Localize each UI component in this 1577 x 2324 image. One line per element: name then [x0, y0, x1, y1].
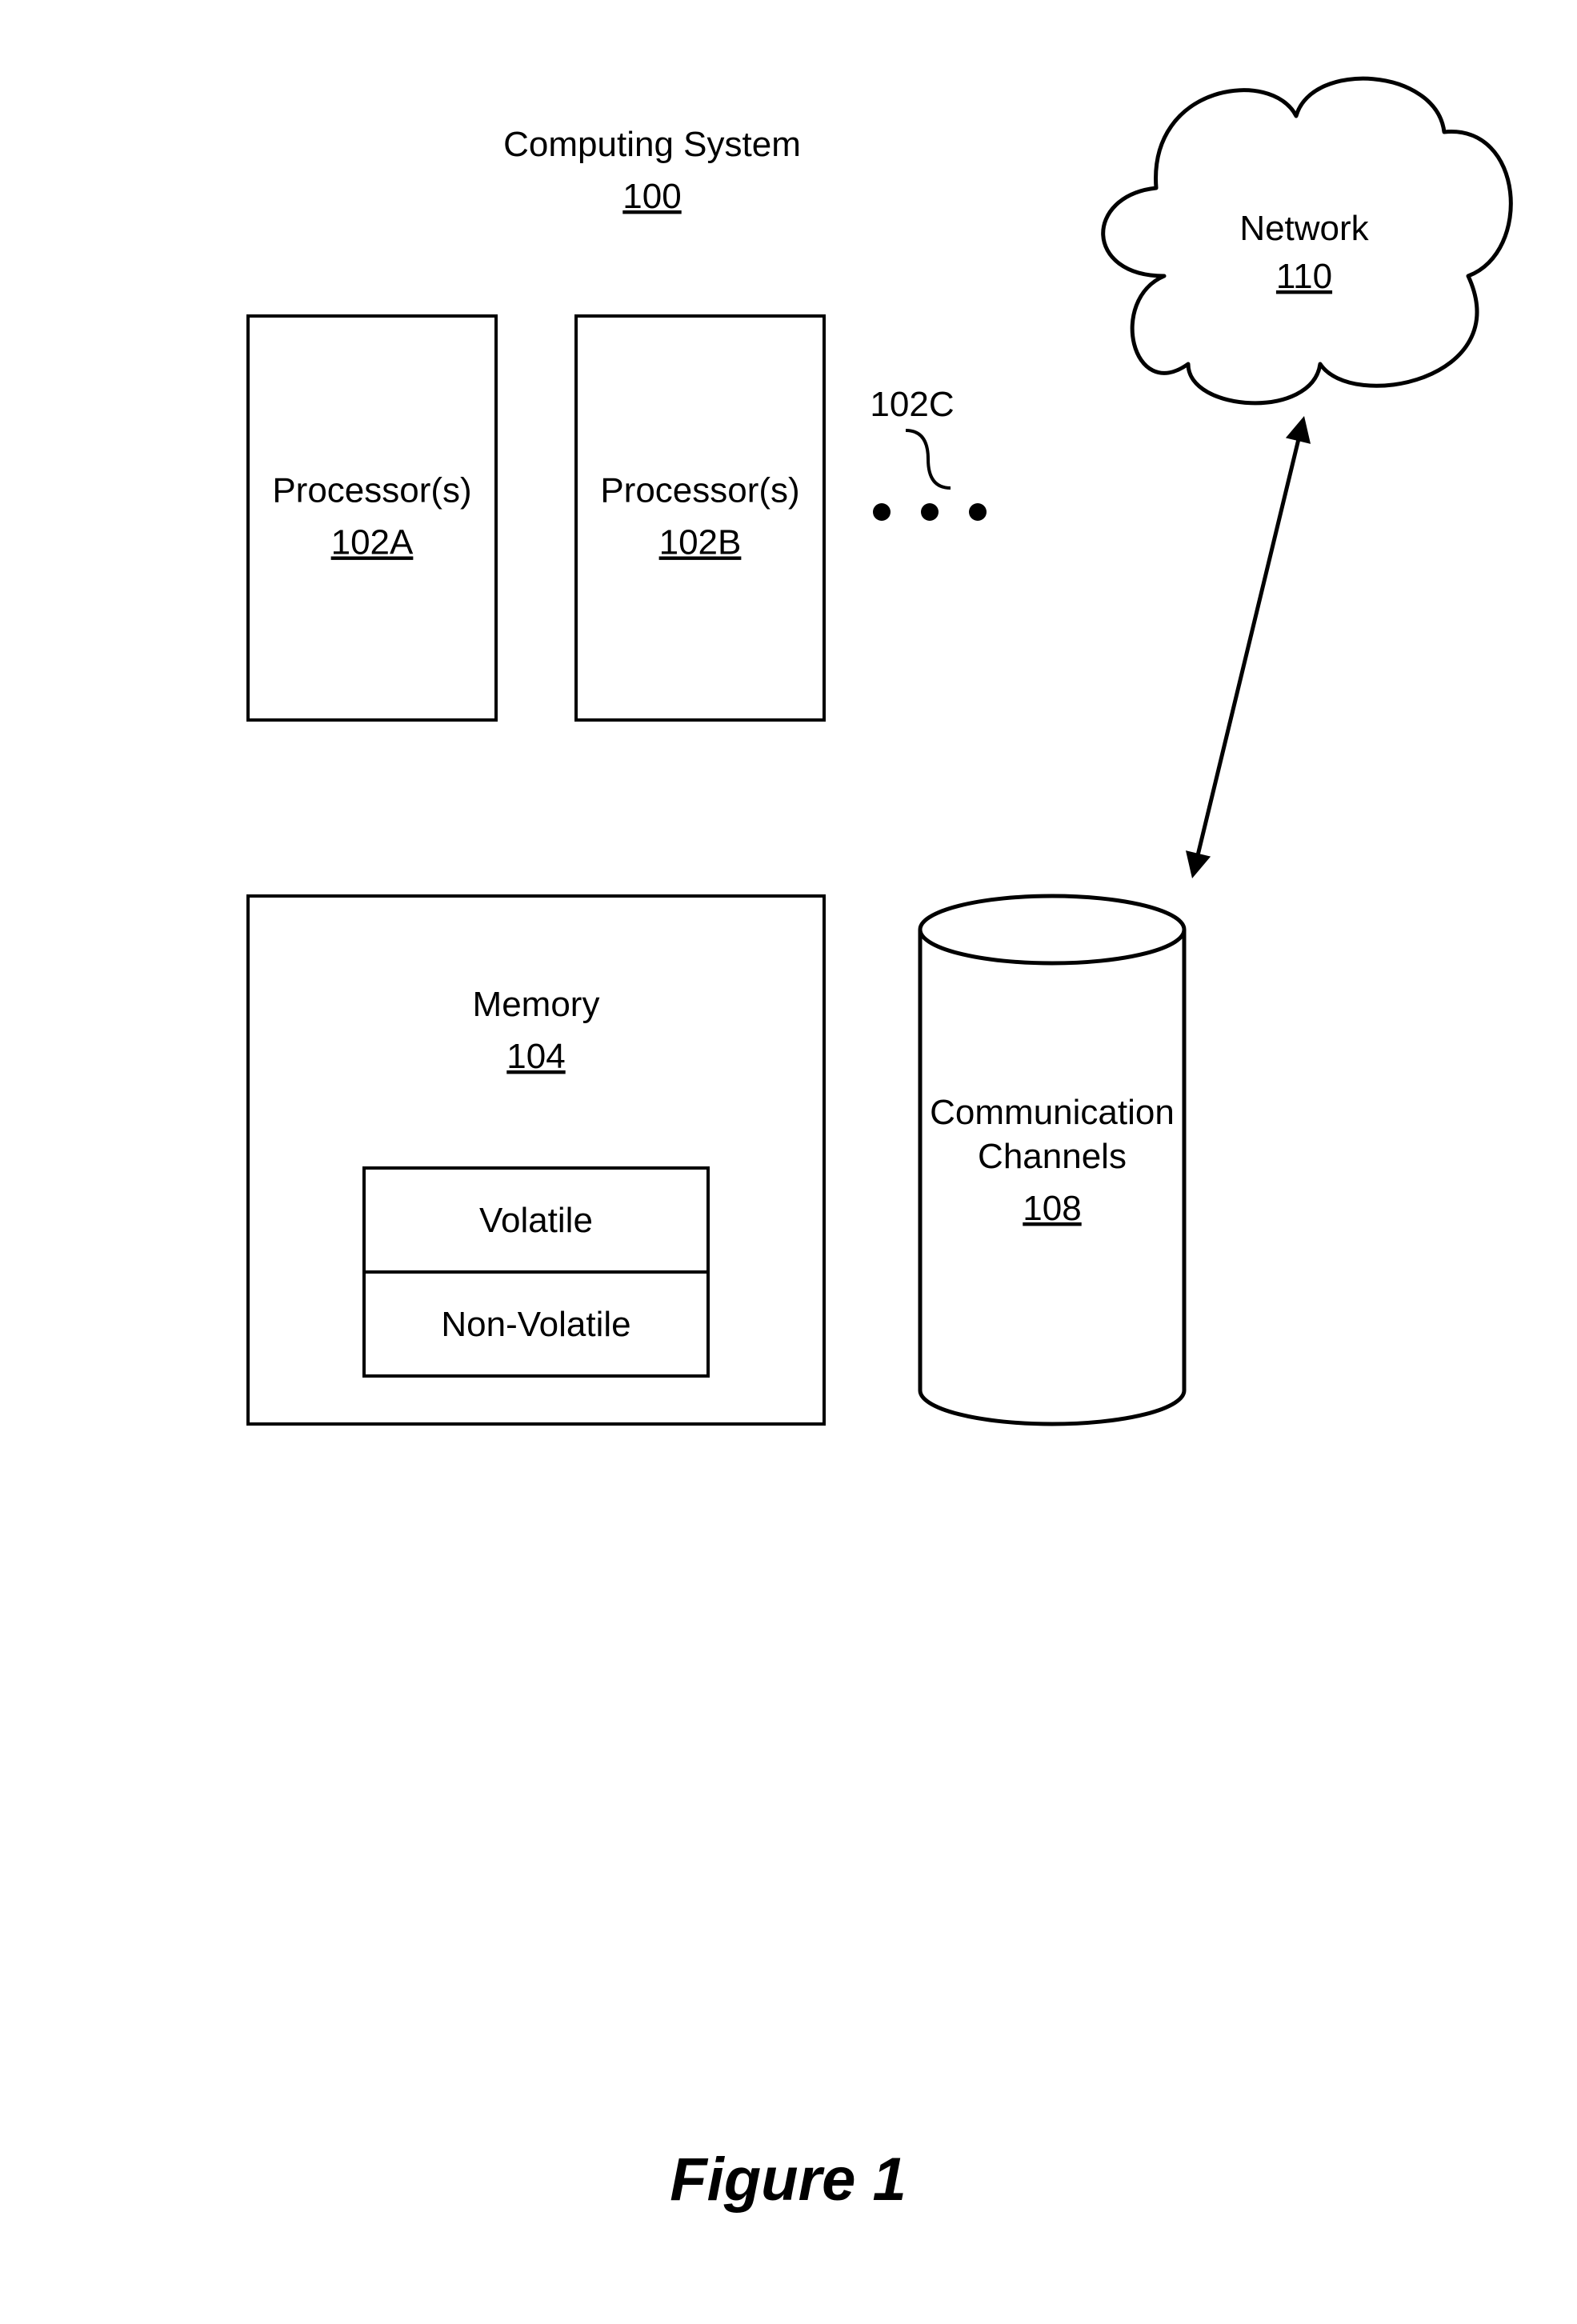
arrowhead-0 — [1186, 850, 1211, 878]
label-15: 110 — [1276, 257, 1332, 296]
label-6: 102C — [870, 385, 954, 424]
label-9: Volatile — [479, 1201, 593, 1240]
label-10: Non-Volatile — [441, 1305, 630, 1344]
label-7: Memory — [473, 985, 600, 1024]
label-2: Processor(s) — [272, 471, 471, 510]
dot-1 — [921, 503, 939, 521]
label-4: Processor(s) — [600, 471, 799, 510]
box-1 — [576, 316, 824, 720]
label-16: Figure 1 — [670, 2146, 907, 2214]
label-12: Channels — [978, 1137, 1127, 1176]
shape-1 — [920, 930, 1184, 1424]
label-3: 102A — [331, 523, 414, 562]
label-8: 104 — [506, 1037, 565, 1076]
shape-0 — [920, 896, 1184, 963]
dot-0 — [873, 503, 891, 521]
label-11: Communication — [930, 1093, 1175, 1132]
box-0 — [248, 316, 496, 720]
connector-0 — [1196, 431, 1301, 864]
label-14: Network — [1239, 209, 1369, 248]
label-5: 102B — [659, 523, 742, 562]
label-0: Computing System — [503, 125, 801, 164]
shape-0 — [906, 430, 951, 488]
dot-2 — [969, 503, 987, 521]
label-13: 108 — [1023, 1189, 1081, 1228]
label-1: 100 — [622, 177, 681, 216]
arrowhead-1 — [1286, 416, 1311, 444]
